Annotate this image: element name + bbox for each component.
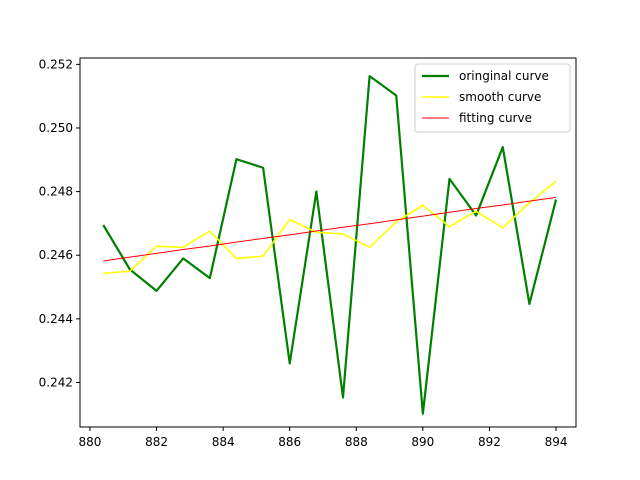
x-tick-label: 886 xyxy=(278,435,301,449)
x-axis: 880 882 884 886 888 890 892 894 xyxy=(79,427,568,449)
legend-label-3: fitting curve xyxy=(459,111,532,125)
x-tick-label: 892 xyxy=(478,435,501,449)
y-tick-label: 0.250 xyxy=(39,121,73,135)
series-line-1 xyxy=(102,75,558,415)
y-tick-label: 0.252 xyxy=(39,57,73,71)
y-tick-label: 0.244 xyxy=(39,312,73,326)
y-axis: 0.242 0.244 0.246 0.248 0.250 0.252 xyxy=(39,57,80,389)
legend-label-1: oringinal curve xyxy=(459,69,549,83)
x-tick-label: 882 xyxy=(145,435,168,449)
legend: oringinal curve smooth curve fitting curve xyxy=(414,63,571,133)
series-line-3 xyxy=(103,196,557,262)
y-tick-label: 0.248 xyxy=(39,185,73,199)
x-tick-label: 884 xyxy=(212,435,235,449)
x-tick-label: 890 xyxy=(411,435,434,449)
series-line-2 xyxy=(103,180,557,275)
legend-label-2: smooth curve xyxy=(459,90,541,104)
plot-area-frame xyxy=(79,57,577,428)
y-tick-label: 0.246 xyxy=(39,248,73,262)
legend-box xyxy=(414,63,571,133)
x-tick-label: 894 xyxy=(545,435,568,449)
y-tick-label: 0.242 xyxy=(39,375,73,389)
x-tick-label: 888 xyxy=(345,435,368,449)
x-tick-label: 880 xyxy=(79,435,102,449)
series-layer xyxy=(102,75,558,415)
